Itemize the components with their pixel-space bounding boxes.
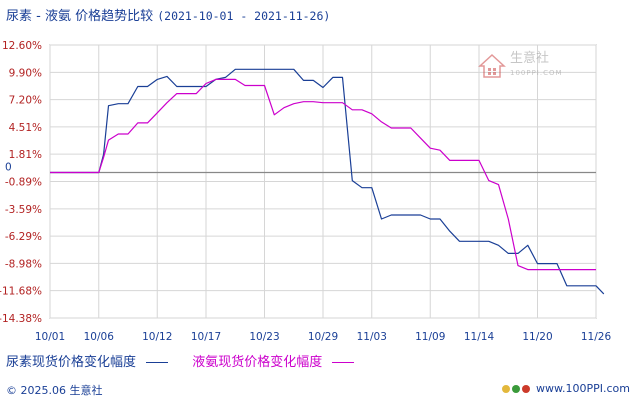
- series-urea-line: [50, 68, 605, 295]
- legend-swatch-urea: [146, 362, 169, 363]
- x-tick-label: 10/01: [35, 331, 65, 343]
- y-tick-label: 1.81%: [9, 149, 42, 161]
- legend-item-ammonia: 液氨现货价格变化幅度: [192, 351, 355, 370]
- y-tick-label: -11.68%: [0, 286, 42, 298]
- axes: 12.60% 9.90% 7.20% 4.51% 1.81% -0.89% -3.59% -6…: [0, 40, 611, 343]
- footer-copyright: © 2025.06 生意社: [6, 384, 103, 397]
- legend-label-urea: 尿素现货价格变化幅度: [6, 355, 137, 370]
- y-tick-label: -8.98%: [5, 258, 42, 270]
- y-tick-label: -3.59%: [5, 204, 42, 216]
- y-tick-label: -0.89%: [5, 177, 42, 189]
- y-tick-label: 12.60%: [2, 40, 42, 52]
- watermark-site: 100PPI.COM: [510, 69, 563, 77]
- x-tick-label: 11/09: [415, 331, 445, 343]
- watermark-logo: 生意社 100PPI.COM: [478, 52, 563, 80]
- legend-label-ammonia: 液氨现货价格变化幅度: [192, 355, 323, 370]
- x-tick-label: 11/20: [522, 331, 552, 343]
- x-tick-label: 10/23: [249, 331, 279, 343]
- y-tick-label: -6.29%: [5, 231, 42, 243]
- y-tick-label: 9.90%: [9, 67, 42, 79]
- legend-item-urea: 尿素现货价格变化幅度: [6, 351, 169, 370]
- y-tick-label: 4.51%: [9, 122, 42, 134]
- watermark-brand: 生意社: [510, 51, 550, 66]
- site-dots-icon: [500, 384, 531, 393]
- x-tick-label: 11/26: [581, 331, 612, 343]
- grid: [49, 44, 597, 319]
- series-ammonia-line: [50, 78, 596, 271]
- footer-site-link[interactable]: www.100PPI.com: [536, 382, 630, 395]
- footer-site: www.100PPI.com: [500, 382, 630, 395]
- house-logo-icon: [478, 53, 506, 78]
- x-tick-label: 10/17: [191, 331, 221, 343]
- chart-title-dates: (2021-10-01 - 2021-11-26): [157, 9, 331, 23]
- x-tick-label: 11/14: [464, 331, 495, 343]
- x-tick-label: 10/29: [308, 331, 338, 343]
- series-lines: [50, 68, 605, 295]
- x-tick-label: 11/03: [357, 331, 387, 343]
- y-tick-label: -14.38%: [0, 313, 42, 325]
- chart-title: 尿素 - 液氨 价格趋势比较 (2021-10-01 - 2021-11-26): [6, 5, 330, 24]
- x-tick-label: 10/12: [142, 331, 172, 343]
- y-tick-label: 7.20%: [9, 95, 42, 107]
- zero-label: 0: [5, 161, 12, 173]
- legend-swatch-ammonia: [332, 362, 355, 363]
- legend: 尿素现货价格变化幅度 液氨现货价格变化幅度: [6, 351, 374, 370]
- x-tick-label: 10/06: [84, 331, 115, 343]
- chart-title-main: 尿素 - 液氨 价格趋势比较: [6, 9, 154, 24]
- footer: © 2025.06 生意社 www.100PPI.com: [0, 378, 640, 400]
